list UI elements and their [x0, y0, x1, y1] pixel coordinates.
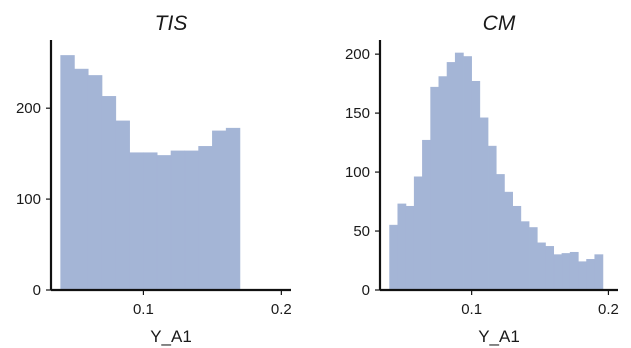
histogram-bar: [520, 221, 530, 291]
histogram-bar: [397, 203, 407, 291]
histogram-bar: [578, 261, 587, 291]
histogram-bar: [413, 176, 423, 291]
histogram-bar: [170, 150, 186, 291]
y-tick-label: 150: [345, 105, 370, 122]
histogram-bar: [454, 52, 464, 291]
y-tick-label: 200: [345, 46, 370, 63]
panel-title-cm: CM: [483, 12, 516, 35]
y-tick-label: 50: [353, 223, 370, 240]
y-tick-label: 0: [362, 282, 370, 299]
x-tick-label: 0.2: [271, 301, 292, 318]
histogram-bar: [553, 254, 563, 291]
panel-cm: CM 0 50 100 150 200 0.1 0.2 Y_A1: [345, 12, 619, 346]
x-tick-label: 0.1: [133, 301, 154, 318]
histogram-bar: [184, 150, 199, 291]
histogram-bar: [504, 191, 513, 291]
histogram-bar: [528, 227, 538, 291]
histogram-bar: [536, 242, 546, 291]
histogram-bar: [156, 155, 172, 291]
histogram-bar: [438, 76, 448, 291]
histogram-bar: [487, 145, 497, 291]
histogram-bar: [225, 127, 241, 291]
y-tick-label: 0: [33, 282, 41, 299]
histogram-bar: [512, 205, 522, 291]
histogram-bar: [422, 139, 431, 291]
histogram-bar: [569, 251, 579, 291]
histogram-bar: [87, 75, 103, 291]
yticks-tis: 0 100 200: [16, 100, 51, 299]
histogram-bar: [143, 152, 158, 291]
histogram-bar: [115, 120, 130, 291]
y-tick-label: 100: [345, 164, 370, 181]
histogram-bar: [463, 56, 472, 291]
panel-tis: TIS 0 100 200 0.1 0.2 Y_A1: [16, 12, 292, 346]
histogram-bar: [405, 205, 415, 291]
histogram-bar: [586, 259, 596, 291]
x-axis-label-tis: Y_A1: [150, 327, 192, 346]
histogram-bar: [471, 80, 481, 291]
panel-title-tis: TIS: [155, 12, 188, 35]
x-tick-label: 0.1: [461, 301, 482, 318]
bars-tis: [60, 55, 241, 291]
histogram-bar: [594, 254, 604, 291]
histogram-bar: [495, 174, 505, 291]
histogram-bar: [545, 246, 555, 291]
histogram-bar: [430, 86, 440, 291]
x-tick-label: 0.2: [598, 301, 619, 318]
xticks-cm: 0.1 0.2: [461, 290, 619, 318]
histogram-bar: [60, 55, 75, 291]
histogram-bar: [74, 68, 89, 291]
x-axis-label-cm: Y_A1: [478, 327, 520, 346]
histogram-bar: [561, 253, 571, 291]
bars-cm: [389, 52, 604, 291]
histogram-bar: [446, 62, 456, 291]
histogram-bar: [129, 152, 144, 291]
histogram-bar: [101, 96, 117, 291]
xticks-tis: 0.1 0.2: [133, 290, 292, 318]
histogram-bar: [479, 117, 489, 291]
histogram-bar: [198, 146, 213, 291]
histogram-bar: [212, 130, 227, 291]
histogram-bar: [389, 224, 399, 291]
y-tick-label: 200: [16, 100, 41, 117]
y-tick-label: 100: [16, 191, 41, 208]
yticks-cm: 0 50 100 150 200: [345, 46, 380, 299]
